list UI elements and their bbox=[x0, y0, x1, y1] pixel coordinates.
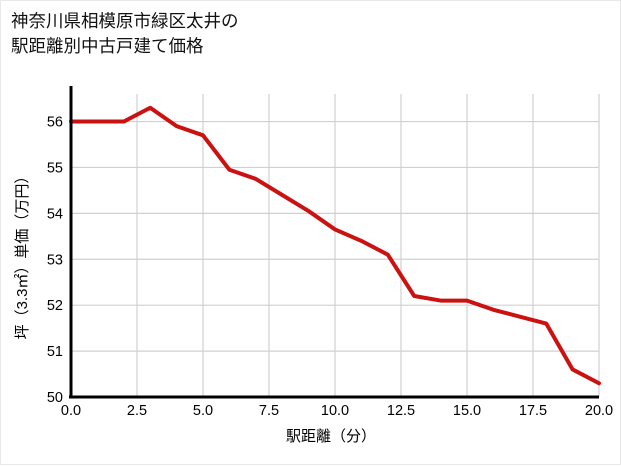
x-tick-label: 17.5 bbox=[519, 403, 547, 419]
x-tick-label: 15.0 bbox=[453, 403, 481, 419]
data-line bbox=[69, 105, 601, 386]
x-tick-label: 10.0 bbox=[321, 403, 349, 419]
x-tick-label: 12.5 bbox=[387, 403, 415, 419]
x-axis-title: 駅距離（分） bbox=[286, 427, 376, 445]
chart-title-line-2: 駅距離別中古戸建て価格 bbox=[11, 36, 204, 56]
y-tick-label: 56 bbox=[47, 115, 63, 131]
x-tick-label: 5.0 bbox=[193, 403, 213, 419]
x-tick-label: 7.5 bbox=[259, 403, 279, 419]
y-tick-label: 53 bbox=[47, 252, 63, 268]
y-axis-title: 坪（3.3㎡）単価（万円） bbox=[14, 169, 31, 340]
y-tick-label: 54 bbox=[47, 206, 63, 222]
y-tick-label: 52 bbox=[47, 298, 63, 314]
chart-title-line-1: 神奈川県相模原市緑区太井の bbox=[11, 11, 239, 31]
axis-spines bbox=[69, 86, 599, 399]
x-tick-label: 2.5 bbox=[127, 403, 147, 419]
chart-title: 神奈川県相模原市緑区太井の 駅距離別中古戸建て価格 bbox=[11, 9, 239, 59]
y-tick-label: 55 bbox=[47, 160, 63, 176]
x-tick-label: 20.0 bbox=[585, 403, 613, 419]
x-axis-tick-labels: 0.0 2.5 5.0 7.5 10.0 12.5 15.0 17.5 20.0 bbox=[61, 403, 613, 419]
y-tick-label: 51 bbox=[47, 344, 63, 360]
data-series-layer bbox=[69, 105, 601, 386]
y-axis-tick-labels: 50 51 52 53 54 55 56 bbox=[47, 115, 63, 406]
y-tick-label: 50 bbox=[47, 390, 63, 406]
x-tick-label: 0.0 bbox=[61, 403, 81, 419]
grid-lines bbox=[70, 94, 600, 398]
